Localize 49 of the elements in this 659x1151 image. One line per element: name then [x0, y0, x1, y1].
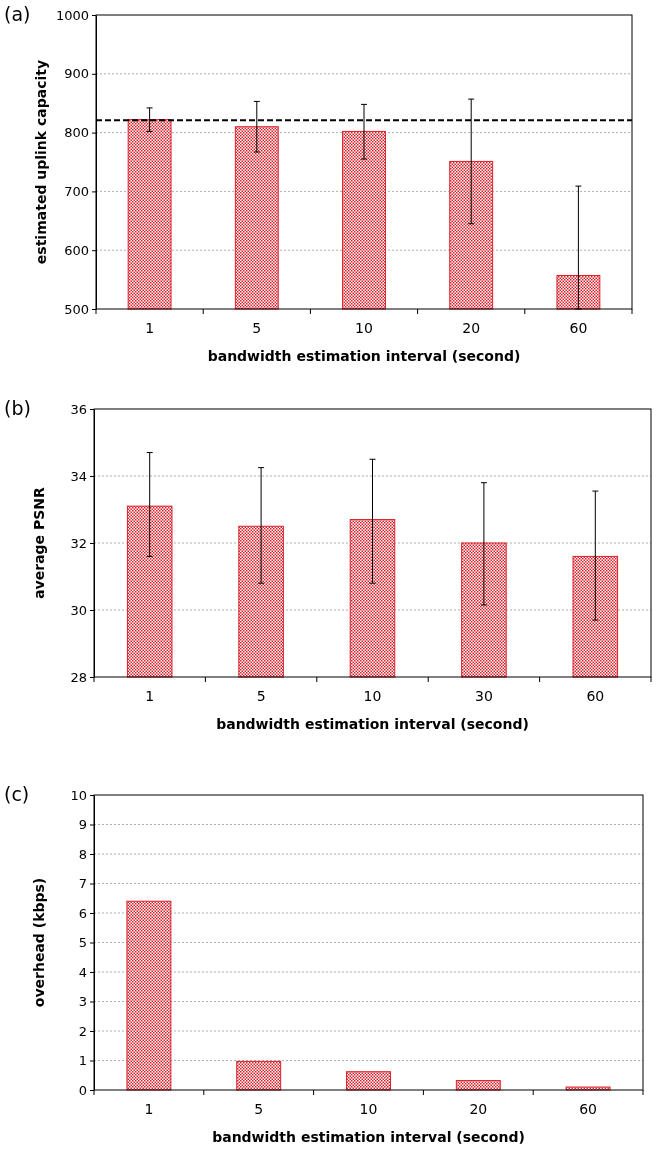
x-axis-title: bandwidth estimation interval (second) — [216, 716, 529, 732]
y-tick-label: 6 — [78, 905, 87, 921]
chart-title: (c) — [4, 783, 30, 805]
y-tick-label: 5 — [78, 935, 87, 951]
x-tick-label: 5 — [254, 1101, 264, 1117]
y-tick-label: 34 — [70, 468, 87, 484]
y-axis-title: estimated uplink capacity — [33, 59, 49, 265]
x-tick-label: 10 — [355, 320, 373, 336]
bar — [236, 1060, 282, 1091]
y-tick-label: 30 — [70, 602, 87, 618]
bar — [346, 1071, 391, 1091]
x-tick-label: 10 — [363, 688, 382, 704]
y-tick-label: 3 — [78, 994, 87, 1010]
x-tick-label: 1 — [145, 320, 155, 336]
x-tick-label: 1 — [144, 1101, 154, 1117]
y-tick-label: 7 — [78, 876, 87, 892]
x-tick-label: 20 — [469, 1101, 488, 1117]
x-axis-title: bandwidth estimation interval (second) — [207, 348, 521, 364]
bar — [126, 900, 172, 1091]
x-tick-label: 5 — [252, 320, 262, 336]
y-tick-label: 36 — [70, 401, 87, 417]
x-tick-label: 60 — [569, 320, 588, 336]
y-axis-title: average PSNR — [31, 486, 47, 599]
y-tick-label: 1000 — [55, 7, 89, 23]
y-tick-label: 500 — [64, 301, 89, 317]
y-tick-label: 1 — [78, 1053, 87, 1069]
x-tick-label: 30 — [474, 688, 493, 704]
y-tick-label: 900 — [64, 66, 89, 82]
y-tick-label: 600 — [64, 242, 89, 258]
x-tick-label: 10 — [359, 1101, 378, 1117]
y-tick-label: 32 — [70, 535, 87, 551]
y-tick-label: 700 — [64, 184, 89, 200]
x-tick-label: 1 — [145, 688, 155, 704]
y-tick-label: 10 — [70, 787, 87, 803]
y-tick-label: 8 — [78, 846, 87, 862]
chart-title: (b) — [4, 397, 31, 419]
x-tick-label: 20 — [462, 320, 481, 336]
x-axis-title: bandwidth estimation interval (second) — [212, 1129, 525, 1145]
y-tick-label: 800 — [64, 125, 89, 141]
x-tick-label: 5 — [256, 688, 266, 704]
x-tick-label: 60 — [579, 1101, 598, 1117]
y-tick-label: 9 — [78, 817, 87, 833]
chart-title: (a) — [4, 3, 31, 25]
y-tick-label: 2 — [78, 1023, 87, 1039]
y-tick-label: 4 — [78, 964, 87, 980]
x-tick-label: 60 — [586, 688, 605, 704]
y-tick-label: 28 — [70, 669, 87, 685]
y-axis-title: overhead (kbps) — [31, 877, 47, 1008]
y-tick-label: 0 — [78, 1082, 87, 1098]
